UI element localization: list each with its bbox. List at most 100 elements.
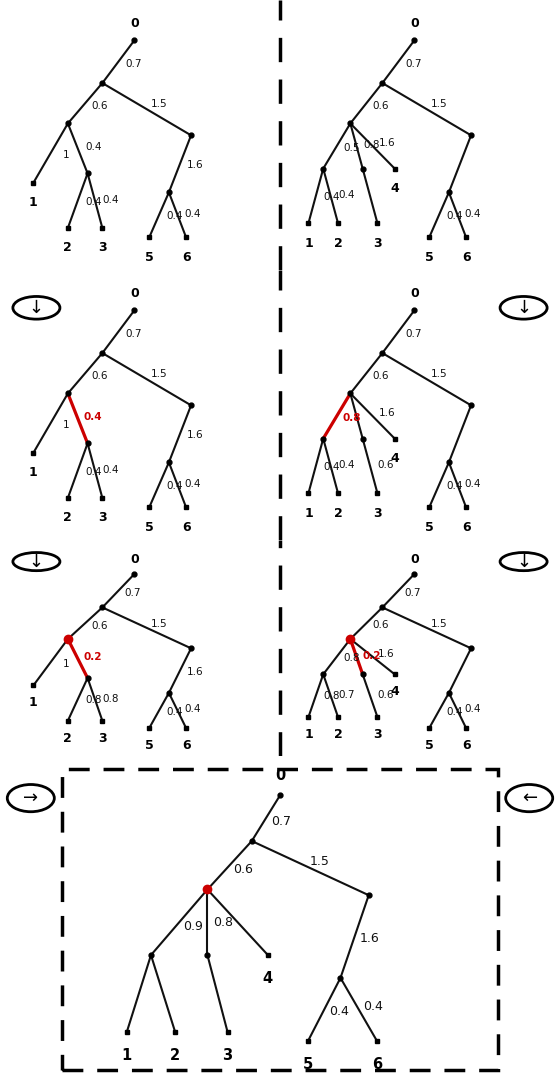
Text: 0.4: 0.4: [85, 141, 101, 152]
Text: 0.7: 0.7: [125, 588, 141, 598]
Text: 1.5: 1.5: [431, 619, 447, 629]
Text: 0.6: 0.6: [91, 621, 108, 631]
Text: 1: 1: [29, 197, 38, 210]
Text: 1: 1: [29, 697, 38, 710]
Text: 0.7: 0.7: [125, 59, 141, 69]
Text: ↓: ↓: [516, 553, 531, 570]
Text: 1: 1: [122, 1049, 132, 1063]
Text: 2: 2: [334, 507, 342, 519]
Text: 1.6: 1.6: [187, 430, 204, 441]
Text: 5: 5: [425, 521, 433, 534]
Text: 3: 3: [98, 731, 107, 744]
Text: 0.4: 0.4: [363, 1000, 384, 1013]
Text: ←: ←: [521, 789, 537, 807]
Text: 2: 2: [63, 242, 72, 255]
Text: 0.4: 0.4: [323, 192, 339, 202]
Text: 1.6: 1.6: [187, 666, 204, 677]
Text: 0.4: 0.4: [338, 190, 354, 200]
Text: ↓: ↓: [516, 299, 531, 316]
Text: 0.4: 0.4: [85, 197, 101, 207]
Text: 2: 2: [334, 728, 342, 741]
Text: 1.5: 1.5: [431, 369, 447, 379]
Text: 0.6: 0.6: [373, 100, 389, 111]
Text: 3: 3: [98, 242, 107, 255]
Text: 6: 6: [462, 521, 470, 534]
Text: 0.8: 0.8: [213, 916, 233, 929]
Text: 0.7: 0.7: [405, 329, 421, 339]
Text: 6: 6: [462, 739, 470, 752]
Text: 0.4: 0.4: [465, 478, 481, 488]
Text: 0.4: 0.4: [85, 467, 101, 477]
Text: 0.6: 0.6: [373, 370, 389, 381]
Text: 0.6: 0.6: [377, 690, 394, 700]
Text: 5: 5: [145, 739, 153, 752]
Text: 0.6: 0.6: [91, 372, 108, 381]
Text: 1: 1: [62, 420, 69, 430]
Text: 3: 3: [373, 728, 382, 741]
Text: 1.5: 1.5: [151, 99, 167, 109]
Text: →: →: [23, 789, 39, 807]
Text: 0: 0: [275, 768, 285, 783]
Text: 1: 1: [304, 507, 313, 519]
Text: 0.4: 0.4: [446, 482, 463, 491]
Text: 1.6: 1.6: [379, 649, 395, 659]
Text: 0.6: 0.6: [234, 863, 253, 876]
Text: 0.4: 0.4: [102, 464, 119, 475]
Text: 0.4: 0.4: [166, 482, 183, 491]
Text: 0.6: 0.6: [91, 102, 108, 111]
Text: 0.6: 0.6: [377, 460, 394, 470]
Text: 0.7: 0.7: [270, 814, 291, 827]
Text: 3: 3: [98, 512, 107, 525]
Text: 5: 5: [145, 521, 153, 534]
Text: 0.8: 0.8: [85, 696, 101, 705]
Text: 0.4: 0.4: [323, 462, 339, 472]
Text: 0.7: 0.7: [125, 329, 141, 339]
Text: 0.7: 0.7: [405, 588, 421, 598]
Text: 0.8: 0.8: [344, 653, 360, 663]
Text: 4: 4: [263, 971, 273, 986]
Text: 0: 0: [130, 17, 139, 30]
Text: ↓: ↓: [29, 299, 44, 316]
Text: 0.4: 0.4: [446, 212, 463, 221]
Text: 1: 1: [62, 659, 69, 669]
Text: 1.6: 1.6: [187, 160, 204, 171]
Text: 0.8: 0.8: [323, 691, 339, 702]
Text: 0.4: 0.4: [446, 706, 463, 717]
Text: 4: 4: [390, 453, 399, 465]
Text: 5: 5: [145, 251, 153, 264]
Text: 0.9: 0.9: [183, 920, 203, 933]
Text: 0.4: 0.4: [329, 1005, 349, 1018]
Text: 6: 6: [182, 521, 190, 534]
Text: 6: 6: [372, 1057, 382, 1071]
Text: 0.8: 0.8: [343, 414, 361, 423]
Text: 3: 3: [373, 507, 382, 519]
Text: 0.4: 0.4: [166, 212, 183, 221]
Text: 4: 4: [390, 183, 399, 195]
Text: 1.6: 1.6: [379, 408, 395, 418]
Text: 0: 0: [410, 17, 419, 30]
Text: 1.6: 1.6: [379, 138, 395, 148]
Text: 2: 2: [170, 1049, 180, 1063]
Text: 1.5: 1.5: [310, 854, 330, 867]
Text: 3: 3: [373, 237, 382, 249]
Text: 0: 0: [130, 287, 139, 300]
Text: 0.7: 0.7: [338, 690, 354, 700]
Text: 5: 5: [425, 251, 433, 264]
Text: 2: 2: [63, 512, 72, 525]
Text: 1: 1: [29, 467, 38, 480]
Text: 0.4: 0.4: [465, 704, 481, 714]
Text: 0.6: 0.6: [373, 620, 389, 631]
Text: 5: 5: [425, 739, 433, 752]
Text: 6: 6: [182, 251, 190, 264]
Text: 6: 6: [182, 739, 190, 752]
Text: 0.8: 0.8: [102, 693, 119, 703]
Text: 2: 2: [63, 731, 72, 744]
Text: 0.4: 0.4: [185, 208, 201, 218]
Text: 1.6: 1.6: [360, 932, 380, 945]
Text: 0.2: 0.2: [363, 651, 381, 661]
Text: 0.8: 0.8: [364, 140, 380, 150]
Text: ↓: ↓: [29, 553, 44, 570]
Text: 0.4: 0.4: [102, 194, 119, 205]
Text: 2: 2: [334, 237, 342, 249]
Text: 0.4: 0.4: [166, 706, 183, 717]
